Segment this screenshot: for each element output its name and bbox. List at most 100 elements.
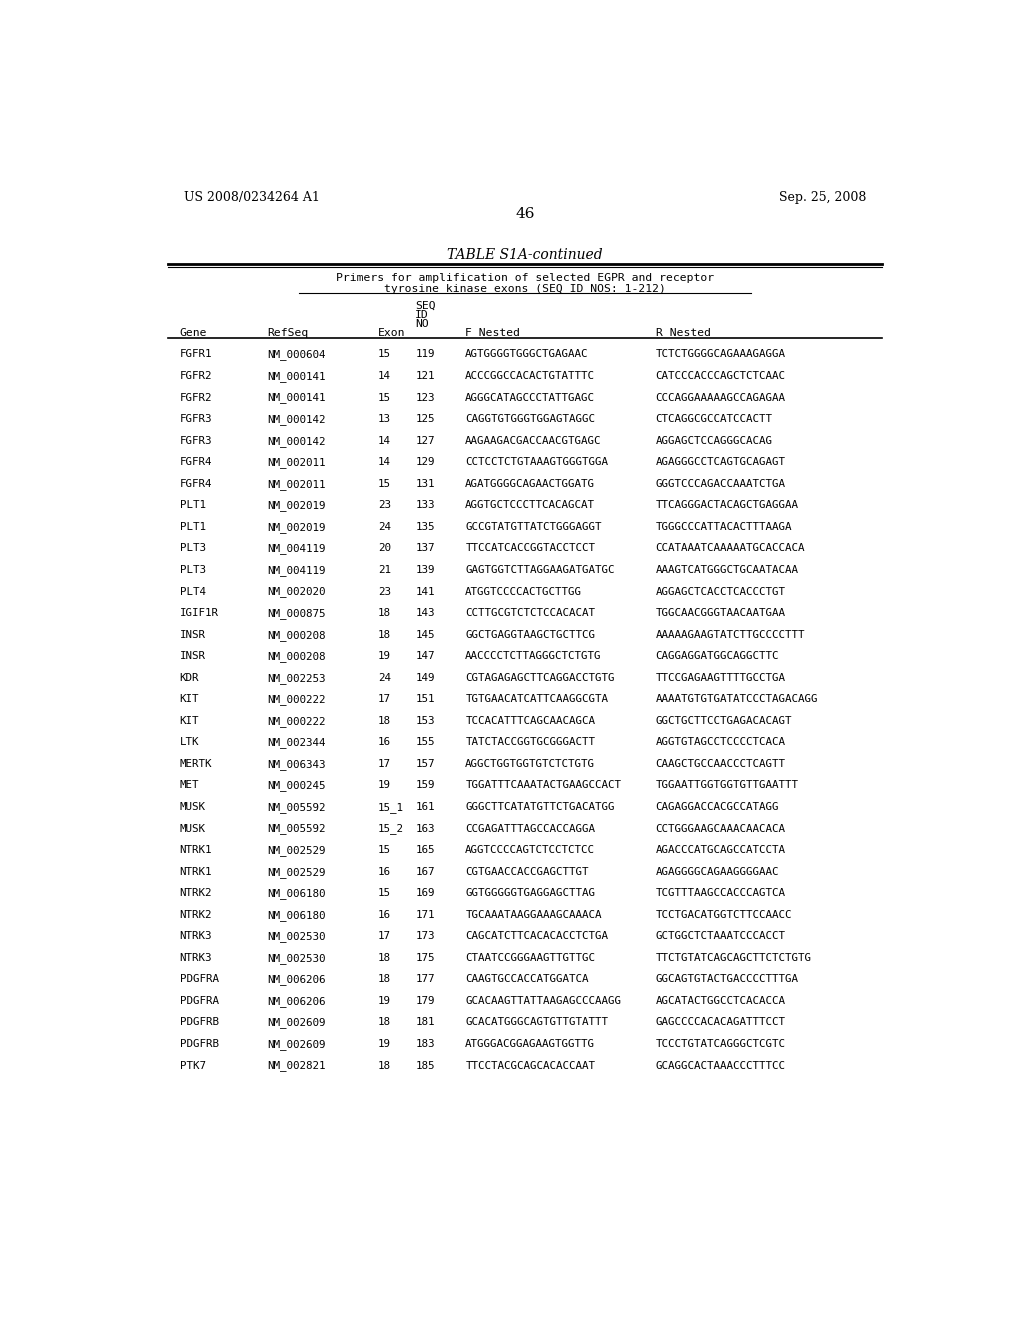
Text: 20: 20	[378, 544, 391, 553]
Text: AGACCCATGCAGCCATCCTA: AGACCCATGCAGCCATCCTA	[655, 845, 785, 855]
Text: 16: 16	[378, 909, 391, 920]
Text: 18: 18	[378, 609, 391, 618]
Text: 141: 141	[416, 586, 435, 597]
Text: 137: 137	[416, 544, 435, 553]
Text: FGFR1: FGFR1	[179, 350, 212, 359]
Text: AGGAGCTCCAGGGCACAG: AGGAGCTCCAGGGCACAG	[655, 436, 773, 446]
Text: NM_005592: NM_005592	[267, 803, 326, 813]
Text: NTRK2: NTRK2	[179, 888, 212, 898]
Text: CAGGAGGATGGCAGGCTTC: CAGGAGGATGGCAGGCTTC	[655, 651, 779, 661]
Text: NM_002609: NM_002609	[267, 1039, 326, 1049]
Text: NM_000208: NM_000208	[267, 630, 326, 640]
Text: 15: 15	[378, 350, 391, 359]
Text: ATGGTCCCCACTGCTTGG: ATGGTCCCCACTGCTTGG	[465, 586, 583, 597]
Text: CAAGTGCCACCATGGATCA: CAAGTGCCACCATGGATCA	[465, 974, 589, 985]
Text: Primers for amplification of selected EGPR and receptor: Primers for amplification of selected EG…	[336, 273, 714, 284]
Text: 131: 131	[416, 479, 435, 488]
Text: 127: 127	[416, 436, 435, 446]
Text: NM_002019: NM_002019	[267, 500, 326, 511]
Text: 15_1: 15_1	[378, 803, 404, 813]
Text: ID: ID	[416, 310, 429, 319]
Text: CAGCATCTTCACACACCTCTGA: CAGCATCTTCACACACCTCTGA	[465, 932, 608, 941]
Text: NM_000208: NM_000208	[267, 651, 326, 663]
Text: NM_006206: NM_006206	[267, 974, 326, 985]
Text: CGTAGAGAGCTTCAGGACCTGTG: CGTAGAGAGCTTCAGGACCTGTG	[465, 673, 614, 682]
Text: 153: 153	[416, 715, 435, 726]
Text: 185: 185	[416, 1060, 435, 1071]
Text: 21: 21	[378, 565, 391, 576]
Text: NM_000141: NM_000141	[267, 392, 326, 404]
Text: TTCCGAGAAGTTTTGCCTGA: TTCCGAGAAGTTTTGCCTGA	[655, 673, 785, 682]
Text: NM_000245: NM_000245	[267, 780, 326, 792]
Text: 18: 18	[378, 1060, 391, 1071]
Text: NTRK2: NTRK2	[179, 909, 212, 920]
Text: NM_005592: NM_005592	[267, 824, 326, 834]
Text: LTK: LTK	[179, 738, 199, 747]
Text: 15: 15	[378, 479, 391, 488]
Text: GGCTGAGGTAAGCTGCTTCG: GGCTGAGGTAAGCTGCTTCG	[465, 630, 595, 640]
Text: AAAAAGAAGTATCTTGCCCCTTT: AAAAAGAAGTATCTTGCCCCTTT	[655, 630, 805, 640]
Text: GCTGGCTCTAAATCCCACCT: GCTGGCTCTAAATCCCACCT	[655, 932, 785, 941]
Text: TTCCTACGCAGCACACCAAT: TTCCTACGCAGCACACCAAT	[465, 1060, 595, 1071]
Text: CCTTGCGTCTCTCCACACAT: CCTTGCGTCTCTCCACACAT	[465, 609, 595, 618]
Text: GAGCCCCACACAGATTTCCT: GAGCCCCACACAGATTTCCT	[655, 1018, 785, 1027]
Text: 169: 169	[416, 888, 435, 898]
Text: NTRK1: NTRK1	[179, 867, 212, 876]
Text: NM_002253: NM_002253	[267, 673, 326, 684]
Text: NM_000142: NM_000142	[267, 436, 326, 446]
Text: ATGGGACGGAGAAGTGGTTG: ATGGGACGGAGAAGTGGTTG	[465, 1039, 595, 1049]
Text: PLT1: PLT1	[179, 500, 206, 511]
Text: NM_006180: NM_006180	[267, 909, 326, 920]
Text: NM_000141: NM_000141	[267, 371, 326, 381]
Text: TCCACATTTCAGCAACAGCA: TCCACATTTCAGCAACAGCA	[465, 715, 595, 726]
Text: 18: 18	[378, 630, 391, 640]
Text: 14: 14	[378, 436, 391, 446]
Text: 24: 24	[378, 521, 391, 532]
Text: AGGAGCTCACCTCACCCTGT: AGGAGCTCACCTCACCCTGT	[655, 586, 785, 597]
Text: 23: 23	[378, 586, 391, 597]
Text: 133: 133	[416, 500, 435, 511]
Text: TTCTGTATCAGCAGCTTCTCTGTG: TTCTGTATCAGCAGCTTCTCTGTG	[655, 953, 812, 962]
Text: MUSK: MUSK	[179, 803, 206, 812]
Text: NM_006343: NM_006343	[267, 759, 326, 770]
Text: 181: 181	[416, 1018, 435, 1027]
Text: CGTGAACCACCGAGCTTGT: CGTGAACCACCGAGCTTGT	[465, 867, 589, 876]
Text: FGFR3: FGFR3	[179, 414, 212, 424]
Text: NM_002530: NM_002530	[267, 932, 326, 942]
Text: ACCCGGCCACACTGTATTTC: ACCCGGCCACACTGTATTTC	[465, 371, 595, 381]
Text: 123: 123	[416, 392, 435, 403]
Text: TCGTTTAAGCCACCCAGTCA: TCGTTTAAGCCACCCAGTCA	[655, 888, 785, 898]
Text: 165: 165	[416, 845, 435, 855]
Text: AGCATACTGGCCTCACACCA: AGCATACTGGCCTCACACCA	[655, 995, 785, 1006]
Text: 167: 167	[416, 867, 435, 876]
Text: tyrosine kinase exons (SEQ ID NOS: 1-212): tyrosine kinase exons (SEQ ID NOS: 1-212…	[384, 284, 666, 294]
Text: TGCAAATAAGGAAAGCAAACA: TGCAAATAAGGAAAGCAAACA	[465, 909, 602, 920]
Text: AGGCTGGTGGTGTCTCTGTG: AGGCTGGTGGTGTCTCTGTG	[465, 759, 595, 768]
Text: 19: 19	[378, 1039, 391, 1049]
Text: FGFR3: FGFR3	[179, 436, 212, 446]
Text: 147: 147	[416, 651, 435, 661]
Text: NTRK3: NTRK3	[179, 932, 212, 941]
Text: FGFR2: FGFR2	[179, 371, 212, 381]
Text: MUSK: MUSK	[179, 824, 206, 833]
Text: 17: 17	[378, 694, 391, 705]
Text: CCTGGGAAGCAAACAACACA: CCTGGGAAGCAAACAACACA	[655, 824, 785, 833]
Text: PDGFRB: PDGFRB	[179, 1039, 218, 1049]
Text: NTRK3: NTRK3	[179, 953, 212, 962]
Text: CATCCCACCCAGCTCTCAAC: CATCCCACCCAGCTCTCAAC	[655, 371, 785, 381]
Text: NM_006180: NM_006180	[267, 888, 326, 899]
Text: TABLE S1A-continued: TABLE S1A-continued	[447, 248, 602, 261]
Text: AGGTGCTCCCTTCACAGCAT: AGGTGCTCCCTTCACAGCAT	[465, 500, 595, 511]
Text: AGGGCATAGCCCTATTGAGC: AGGGCATAGCCCTATTGAGC	[465, 392, 595, 403]
Text: TGGATTTCAAATACTGAAGCCACT: TGGATTTCAAATACTGAAGCCACT	[465, 780, 622, 791]
Text: 18: 18	[378, 1018, 391, 1027]
Text: 15: 15	[378, 845, 391, 855]
Text: GGTGGGGGTGAGGAGCTTAG: GGTGGGGGTGAGGAGCTTAG	[465, 888, 595, 898]
Text: 157: 157	[416, 759, 435, 768]
Text: CCTCCTCTGTAAAGTGGGTGGA: CCTCCTCTGTAAAGTGGGTGGA	[465, 457, 608, 467]
Text: KIT: KIT	[179, 694, 199, 705]
Text: TATCTACCGGTGCGGGACTT: TATCTACCGGTGCGGGACTT	[465, 738, 595, 747]
Text: TGGCAACGGGTAACAATGAA: TGGCAACGGGTAACAATGAA	[655, 609, 785, 618]
Text: GCAGGCACTAAACCCTTTCC: GCAGGCACTAAACCCTTTCC	[655, 1060, 785, 1071]
Text: Exon: Exon	[378, 329, 406, 338]
